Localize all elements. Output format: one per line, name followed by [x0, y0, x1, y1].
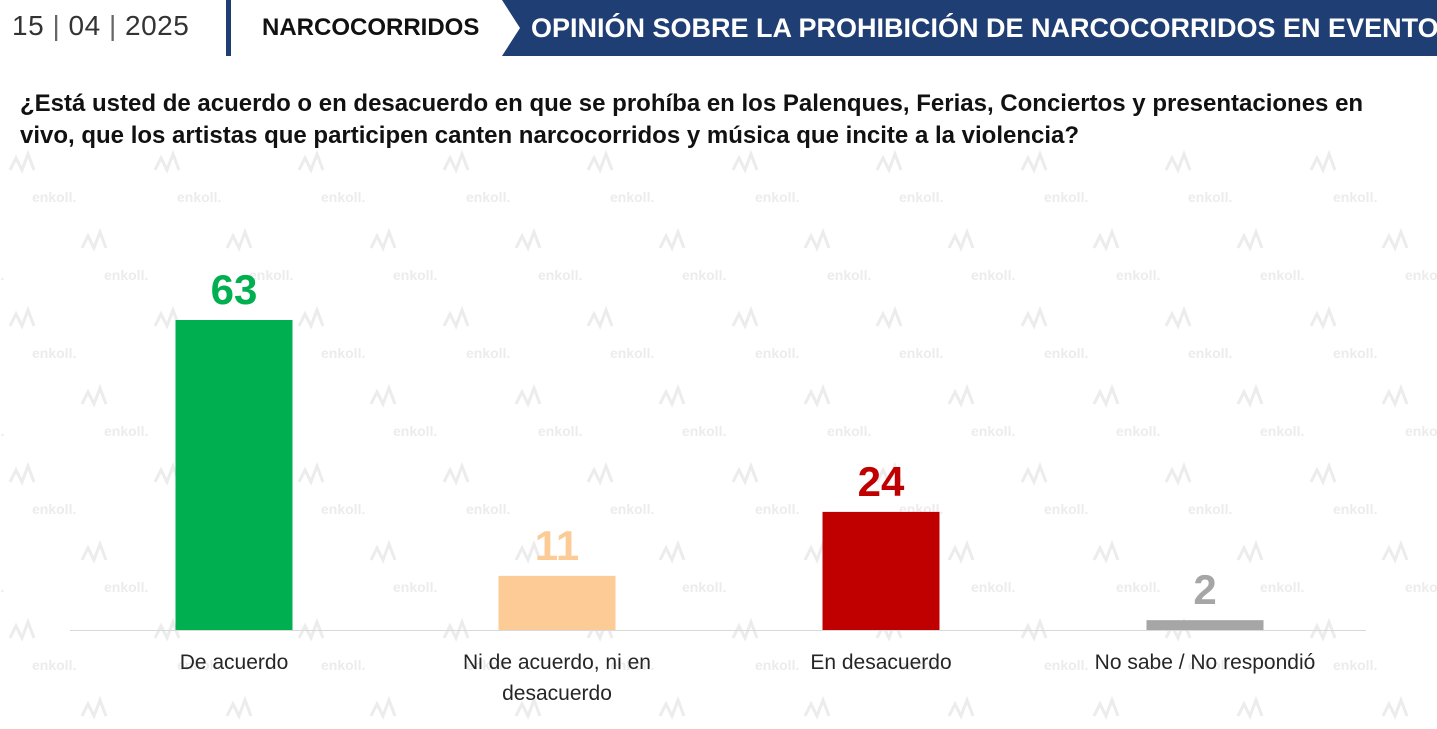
date-day: 15	[12, 10, 45, 41]
date-month: 04	[68, 10, 101, 41]
date-separator: |	[52, 10, 69, 41]
date-year: 2025	[125, 10, 190, 41]
header-bar: 15 | 04 | 2025 NARCOCORRIDOS OPINIÓN SOB…	[0, 0, 1437, 56]
data-label: 2	[1193, 566, 1216, 613]
header-divider	[226, 0, 231, 56]
bar	[1146, 620, 1264, 630]
bar	[175, 320, 293, 630]
topic-label: NARCOCORRIDOS	[262, 14, 480, 41]
data-label: 11	[535, 522, 579, 569]
report-date: 15 | 04 | 2025	[12, 10, 189, 42]
data-label: 24	[858, 458, 905, 505]
bar	[498, 575, 616, 630]
category-label: De acuerdo	[180, 651, 289, 674]
category-label: Ni de acuerdo, ni en desacuerdo	[463, 651, 651, 705]
page-title: OPINIÓN SOBRE LA PROHIBICIÓN DE NARCOCOR…	[531, 13, 1437, 43]
data-label: 63	[211, 266, 258, 313]
survey-question: ¿Está usted de acuerdo o en desacuerdo e…	[20, 90, 1364, 149]
bar	[822, 511, 940, 630]
category-label: En desacuerdo	[810, 651, 951, 674]
category-label: No sabe / No respondió	[1095, 651, 1316, 674]
date-separator: |	[108, 10, 125, 41]
title-banner: OPINIÓN SOBRE LA PROHIBICIÓN DE NARCOCOR…	[502, 0, 1437, 56]
